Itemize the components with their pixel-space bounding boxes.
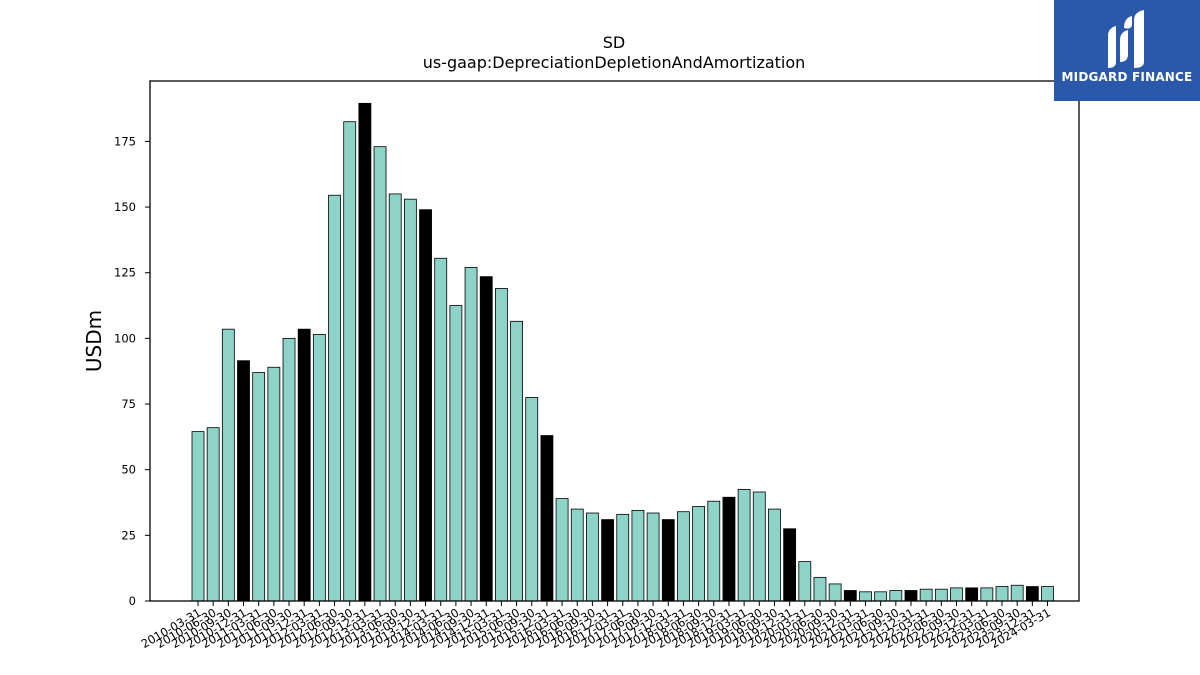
bar-2010-06-30 [206,427,220,602]
bar-2017-06-30 [631,509,645,602]
bar-2016-06-30 [570,508,584,602]
bar-2020-12-31 [843,590,857,602]
y-tick-label: 100 [114,331,136,345]
bar-2021-09-30 [889,590,903,602]
bar-2022-03-31 [919,588,933,602]
bar-2013-03-31 [373,146,387,602]
bar-2018-09-30 [707,500,721,602]
bar-2010-12-31 [237,360,250,602]
bar-2017-03-31 [616,513,630,602]
bar-2012-09-30 [343,121,357,602]
bar-2019-09-30 [768,508,781,602]
logo-text: MIDGARD FINANCE [1061,70,1193,84]
bar-2023-03-31 [980,587,994,602]
bar-2021-06-30 [874,591,888,602]
bar-2017-12-31 [661,519,675,602]
bar-2023-06-30 [995,586,1009,602]
y-tick-label: 0 [129,594,136,608]
bar-2011-12-31 [297,328,311,602]
bar-2024-03-31 [1041,586,1054,602]
bar-2015-06-30 [510,320,523,602]
bar-2014-06-30 [449,305,463,602]
bar-2016-12-31 [601,519,614,602]
bar-2020-06-30 [813,576,827,602]
plot-frame [149,80,1080,602]
bar-2022-12-31 [965,587,979,602]
bar-2013-06-30 [388,193,402,602]
bar-2011-09-30 [282,337,296,602]
bar-2010-03-31 [191,431,205,602]
bar-2014-09-30 [464,267,478,602]
bar-2020-03-31 [798,561,812,602]
y-tick-label: 175 [114,134,136,148]
bar-2019-06-30 [752,491,766,602]
y-tick-label: 75 [121,397,136,411]
bar-2018-06-30 [692,506,706,602]
bar-2013-12-31 [419,209,432,602]
x-axis: 2010-03-312010-06-302010-09-302010-12-31… [139,601,1053,651]
bar-2012-12-31 [358,102,372,602]
bar-2017-09-30 [646,512,660,602]
y-axis-label: USDm [82,310,106,372]
bar-2012-06-30 [328,194,341,602]
y-axis: 0 25 50 75 100 125 150 175 [114,134,150,608]
bar-2023-09-30 [1010,584,1024,602]
chart-title: SD [603,33,625,52]
y-tick-label: 125 [114,266,136,280]
bars-group [191,102,1054,602]
bar-2018-03-31 [677,511,690,602]
bar-2015-09-30 [525,397,539,602]
bar-2015-12-31 [540,435,554,602]
chart-subtitle: us-gaap:DepreciationDepletionAndAmortiza… [423,53,806,72]
y-tick-label: 25 [121,528,136,542]
y-tick-label: 50 [121,463,136,477]
bar-2019-12-31 [783,528,797,602]
bar-2020-09-30 [828,583,842,602]
bar-2011-03-31 [252,372,266,602]
bar-2014-12-31 [479,276,493,602]
bar-2011-06-30 [267,366,281,602]
bar-2021-12-31 [904,590,918,602]
bar-2019-03-31 [737,488,751,602]
bar-2023-12-31 [1025,586,1039,602]
bar-2021-03-31 [859,591,872,602]
midgard-logo-icon [1108,10,1144,68]
midgard-finance-logo: MIDGARD FINANCE [1054,0,1200,101]
bar-2016-09-30 [586,512,599,602]
bar-2015-03-31 [494,288,508,602]
bar-2014-03-31 [434,257,448,602]
bar-2022-06-30 [934,588,948,602]
bar-2018-12-31 [722,496,736,602]
bar-2016-03-31 [555,498,569,602]
bar-2013-09-30 [403,198,417,602]
bar-2022-09-30 [950,587,963,602]
bar-2012-03-31 [312,334,326,602]
y-tick-label: 150 [114,200,136,214]
bar-2010-09-30 [221,328,235,602]
